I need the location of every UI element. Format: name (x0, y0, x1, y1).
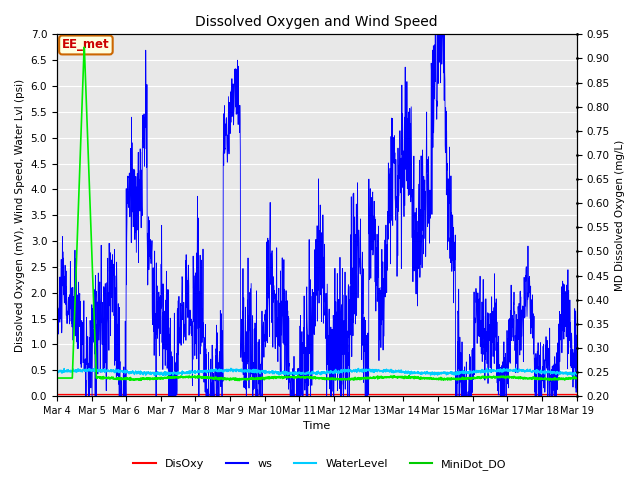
Legend: DisOxy, ws, WaterLevel, MiniDot_DO: DisOxy, ws, WaterLevel, MiniDot_DO (129, 455, 511, 474)
Text: EE_met: EE_met (62, 38, 109, 51)
Y-axis label: Dissolved Oxygen (mV), Wind Speed, Water Lvl (psi): Dissolved Oxygen (mV), Wind Speed, Water… (15, 79, 25, 352)
X-axis label: Time: Time (303, 421, 330, 432)
Y-axis label: MD Dissolved Oxygen (mg/L): MD Dissolved Oxygen (mg/L) (615, 140, 625, 291)
Title: Dissolved Oxygen and Wind Speed: Dissolved Oxygen and Wind Speed (195, 15, 438, 29)
